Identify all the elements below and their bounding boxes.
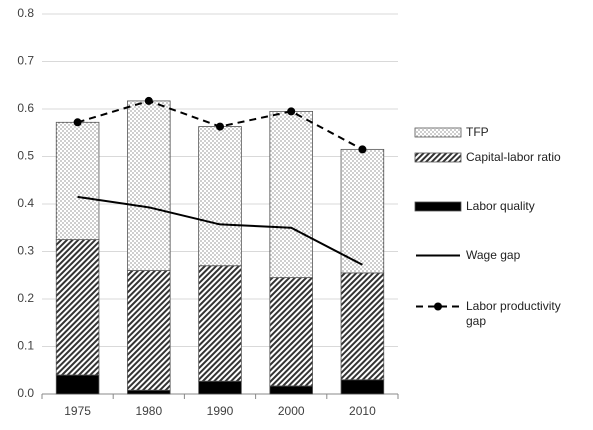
y-tick-label: 0.4 [17, 196, 34, 210]
line-marker [73, 118, 82, 127]
legend-label: TFP [466, 125, 489, 139]
x-tick-label: 2010 [349, 404, 376, 418]
x-tick-label: 1980 [135, 404, 162, 418]
y-tick-label: 0.1 [17, 339, 34, 353]
legend-label: Labor productivity gap [466, 299, 561, 328]
legend-swatch [416, 302, 460, 311]
line-marker [216, 122, 224, 131]
y-tick-label: 0.7 [17, 54, 34, 68]
legend-swatch-box [414, 152, 462, 163]
bar-segment [198, 380, 242, 395]
line [77, 195, 363, 266]
legend-item: Capital-labor ratio [414, 150, 574, 165]
x-tick-label: 1990 [207, 404, 234, 418]
legend-item: TFP [414, 125, 574, 140]
y-tick-label: 0.2 [17, 291, 34, 305]
legend-swatch [414, 152, 462, 163]
line-marker [144, 96, 153, 105]
bar-segment [127, 270, 171, 391]
line-marker [358, 145, 367, 154]
y-tick-label: 0.3 [17, 244, 34, 258]
x-tick-label: 1975 [64, 404, 91, 418]
bar-segment [198, 265, 242, 382]
legend: TFP Capital-labor ratio Labor quality Wage … [414, 0, 593, 430]
legend-item: Labor quality [414, 199, 574, 214]
legend-swatch [414, 127, 462, 138]
bar-segment [269, 110, 313, 279]
legend-label: Wage gap [466, 248, 521, 262]
bar-segment [55, 239, 100, 376]
bar-segment [127, 389, 171, 395]
legend-swatch [416, 254, 460, 257]
bar-segment [55, 121, 100, 241]
y-tick-label: 0.0 [17, 386, 34, 400]
y-tick-label: 0.5 [17, 149, 34, 163]
bar-segment [269, 277, 313, 387]
bar-segment [340, 148, 385, 274]
legend-swatch-box [414, 127, 462, 138]
legend-swatch-box [414, 201, 462, 212]
legend-item: Labor productivity gap [414, 299, 574, 329]
chart: 0.0 0.1 0.2 0.3 0.4 0.5 0.6 0.7 0.8 1975 1980 1990 2… [17, 6, 399, 418]
bar-segment [269, 385, 313, 395]
bar-segment [198, 126, 242, 267]
line-marker [287, 107, 296, 116]
legend-label: Labor quality [466, 199, 535, 213]
bar-segment [340, 272, 385, 381]
y-tick-label: 0.6 [17, 101, 34, 115]
bar-segment [127, 100, 171, 271]
x-tick-label: 2000 [278, 404, 305, 418]
legend-item: Wage gap [414, 248, 574, 263]
legend-swatch-marker [434, 302, 442, 311]
legend-swatch [414, 201, 462, 212]
bar-segment [340, 379, 385, 395]
bar-segment [55, 374, 100, 395]
y-tick-label: 0.8 [17, 6, 34, 20]
legend-label: Capital-labor ratio [466, 150, 561, 164]
